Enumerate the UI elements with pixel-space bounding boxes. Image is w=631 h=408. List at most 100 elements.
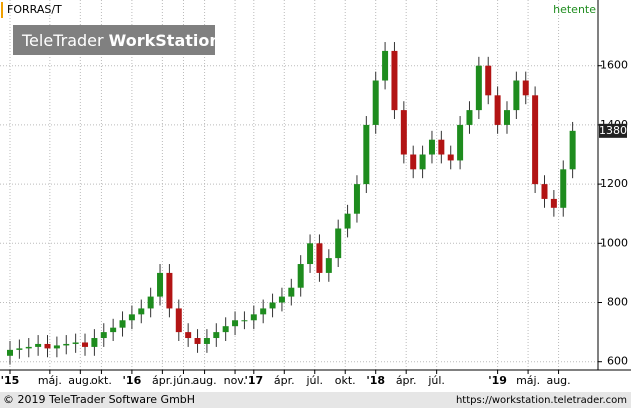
x-tick-label: okt. xyxy=(91,374,112,387)
candle-body xyxy=(410,154,417,170)
x-tick-label: nov. xyxy=(224,374,247,387)
candle-body xyxy=(475,65,482,111)
candle-body xyxy=(82,342,89,347)
chart-title: FORRAS/T xyxy=(7,3,62,16)
x-axis-area xyxy=(0,370,631,392)
x-tick-label: ápr. xyxy=(152,374,173,387)
candle-body xyxy=(175,308,182,333)
x-tick-label: '17 xyxy=(244,374,263,387)
candle-body xyxy=(457,124,464,161)
candle-body xyxy=(297,264,304,288)
candle-body xyxy=(7,349,13,356)
candle-body xyxy=(119,320,126,328)
candle-body xyxy=(166,272,173,309)
candle-body xyxy=(222,326,229,333)
candle-body xyxy=(560,169,567,208)
x-tick-label: aug. xyxy=(546,374,570,387)
candle-body xyxy=(213,332,220,339)
candle-body xyxy=(372,80,379,125)
candle-body xyxy=(53,345,60,349)
candle-body xyxy=(35,343,42,347)
candle-body xyxy=(250,314,257,321)
candle-body xyxy=(110,327,117,333)
candle-body xyxy=(260,308,267,315)
candle-body xyxy=(522,80,529,96)
candle-body xyxy=(494,95,501,125)
y-tick-label: 1200 xyxy=(600,177,628,190)
x-tick-label: okt. xyxy=(335,374,356,387)
x-tick-label: aug. xyxy=(68,374,92,387)
y-tick-label: 800 xyxy=(607,296,628,309)
candle-body xyxy=(466,110,473,125)
candle-body xyxy=(241,320,248,322)
candle-body xyxy=(194,338,201,344)
x-tick-label: '19 xyxy=(488,374,507,387)
candle-body xyxy=(532,95,539,185)
candle-body xyxy=(44,343,51,349)
candle-body xyxy=(541,184,548,199)
candle-body xyxy=(485,65,492,96)
candle-body xyxy=(147,296,154,309)
candle-body xyxy=(344,213,351,229)
candle-body xyxy=(391,50,398,111)
x-tick-label: '15 xyxy=(1,374,20,387)
y-tick-label: 1600 xyxy=(600,59,628,72)
candle-body xyxy=(288,287,295,297)
candle-body xyxy=(185,332,192,339)
candle-body xyxy=(438,139,445,155)
candle-body xyxy=(269,302,276,309)
logo-box xyxy=(13,25,215,55)
candle-body xyxy=(335,228,342,259)
x-tick-label: ápr. xyxy=(396,374,417,387)
candle-body xyxy=(157,272,164,297)
x-tick-label: '16 xyxy=(123,374,142,387)
candle-body xyxy=(569,130,576,170)
candle-body xyxy=(232,320,239,327)
x-tick-label: júl. xyxy=(305,374,323,387)
candle-body xyxy=(316,243,323,273)
interval-label: hetente xyxy=(553,3,596,16)
candle-body xyxy=(278,296,285,303)
candle-body xyxy=(138,308,145,315)
candle-body xyxy=(16,348,23,350)
x-tick-label: aug. xyxy=(192,374,216,387)
footer-copyright: © 2019 TeleTrader Software GmbH xyxy=(3,393,195,406)
y-tick-label: 600 xyxy=(607,355,628,368)
x-tick-label: júl. xyxy=(427,374,445,387)
candle-body xyxy=(428,139,435,155)
last-price-box xyxy=(599,123,627,138)
footer-url: https://workstation.teletrader.com xyxy=(456,395,627,406)
candle-body xyxy=(307,243,314,265)
footer-bar xyxy=(0,392,631,408)
x-tick-label: ápr. xyxy=(274,374,295,387)
candle-body xyxy=(447,154,454,161)
candle-body xyxy=(72,342,79,344)
candle-body xyxy=(91,338,98,347)
candle-body xyxy=(353,184,360,214)
last-price-label: 1380 xyxy=(599,124,627,137)
x-tick-label: máj. xyxy=(516,374,540,387)
candle-body xyxy=(400,110,407,155)
x-tick-label: jún. xyxy=(172,374,194,387)
logo-brand: TeleTrader WorkStation xyxy=(21,31,221,50)
x-tick-label: máj. xyxy=(38,374,62,387)
candle-body xyxy=(100,332,107,339)
candle-body xyxy=(203,338,210,344)
y-tick-label: 1000 xyxy=(600,236,628,249)
candle-body xyxy=(513,80,520,111)
candle-body xyxy=(128,314,135,321)
candle-body xyxy=(325,258,332,273)
candle-body xyxy=(503,110,510,125)
candle-body xyxy=(63,343,70,346)
candle-body xyxy=(550,198,557,208)
logo-brand-text: TeleTrader xyxy=(21,31,104,50)
candle-body xyxy=(363,124,370,185)
candle-body xyxy=(419,154,426,170)
candle-body xyxy=(25,346,32,349)
logo-product: WorkStation xyxy=(109,31,221,50)
x-tick-label: '18 xyxy=(366,374,385,387)
candle-body xyxy=(382,50,389,81)
